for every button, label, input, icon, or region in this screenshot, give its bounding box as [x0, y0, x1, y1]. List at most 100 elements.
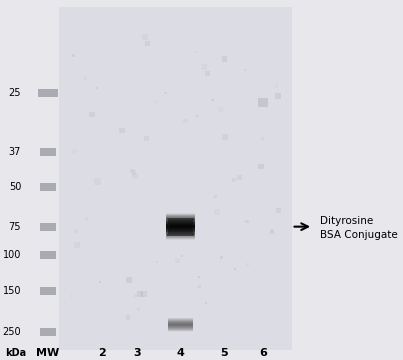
Text: kDa: kDa [5, 348, 26, 358]
Bar [40, 148, 56, 156]
Bar [72, 54, 75, 57]
Bar [168, 219, 193, 220]
Bar [94, 179, 101, 185]
Bar [134, 294, 137, 297]
Bar [167, 234, 194, 235]
Bar [99, 280, 101, 283]
Text: 100: 100 [3, 250, 21, 260]
Bar [166, 232, 195, 233]
Bar [206, 71, 210, 76]
Bar [168, 233, 193, 234]
Text: 150: 150 [3, 286, 21, 296]
Bar [164, 91, 167, 94]
Bar [166, 239, 195, 240]
Bar [40, 287, 56, 295]
Bar [168, 222, 193, 223]
Bar [166, 228, 195, 229]
Bar [132, 173, 137, 179]
Bar [198, 285, 201, 288]
Bar [131, 169, 134, 173]
Bar [145, 41, 150, 46]
Bar [166, 220, 195, 221]
Bar [166, 234, 195, 235]
Bar [142, 34, 148, 40]
Bar [220, 256, 223, 259]
Bar [168, 231, 193, 232]
Text: 5: 5 [220, 348, 227, 358]
Bar [166, 221, 195, 222]
Bar [169, 224, 192, 225]
Text: 4: 4 [177, 348, 185, 358]
Bar [168, 223, 193, 224]
Bar [168, 220, 193, 221]
Bar [232, 178, 237, 183]
Bar [168, 232, 193, 233]
Bar [166, 233, 195, 234]
Bar [169, 225, 192, 226]
Bar [168, 221, 193, 222]
Bar [222, 134, 228, 140]
Bar [166, 235, 195, 236]
Text: 3: 3 [134, 348, 141, 358]
Text: Dityrosine
BSA Conjugate: Dityrosine BSA Conjugate [320, 216, 398, 240]
Bar [73, 149, 77, 154]
Bar [166, 231, 195, 232]
Bar [214, 195, 216, 198]
Bar [218, 107, 223, 112]
Bar [222, 57, 227, 62]
Bar [166, 227, 195, 228]
Bar [237, 175, 242, 180]
Bar [195, 51, 197, 53]
Bar [214, 210, 220, 216]
Bar [175, 258, 180, 263]
Bar [59, 7, 291, 350]
Text: 50: 50 [9, 183, 21, 192]
Bar [126, 315, 131, 320]
Bar [167, 218, 194, 219]
Bar [166, 213, 195, 214]
Bar [166, 215, 195, 216]
Bar [126, 277, 132, 283]
Bar [261, 137, 264, 140]
Bar [166, 223, 195, 224]
Bar [137, 308, 140, 311]
Bar [270, 229, 274, 234]
Bar [183, 118, 188, 123]
Text: MW: MW [36, 348, 60, 358]
Bar [258, 98, 268, 107]
Bar [166, 229, 195, 230]
Bar [154, 100, 157, 103]
Bar [169, 227, 192, 228]
Bar [40, 251, 56, 259]
Bar [275, 93, 281, 99]
Bar [234, 268, 235, 270]
Bar [156, 261, 158, 263]
Bar [166, 214, 195, 215]
Bar [40, 223, 56, 230]
Bar [166, 217, 195, 218]
Text: 2: 2 [98, 348, 106, 358]
Bar [166, 222, 195, 223]
Bar [276, 208, 281, 213]
Bar [258, 164, 264, 170]
Bar [144, 136, 149, 141]
Bar [275, 84, 278, 87]
Bar [89, 112, 95, 117]
Bar [166, 230, 195, 231]
Bar [74, 242, 80, 248]
Bar [244, 69, 245, 71]
Text: 250: 250 [2, 327, 21, 337]
Bar [168, 230, 193, 231]
Bar [205, 302, 208, 305]
Bar [166, 226, 195, 227]
Bar [87, 129, 89, 130]
Bar [40, 328, 56, 336]
Bar [181, 255, 183, 257]
Bar [96, 87, 98, 89]
Text: 6: 6 [259, 348, 267, 358]
Bar [40, 184, 56, 191]
Bar [119, 128, 125, 133]
Bar [169, 228, 192, 229]
Bar [169, 226, 192, 227]
Bar [74, 229, 78, 233]
